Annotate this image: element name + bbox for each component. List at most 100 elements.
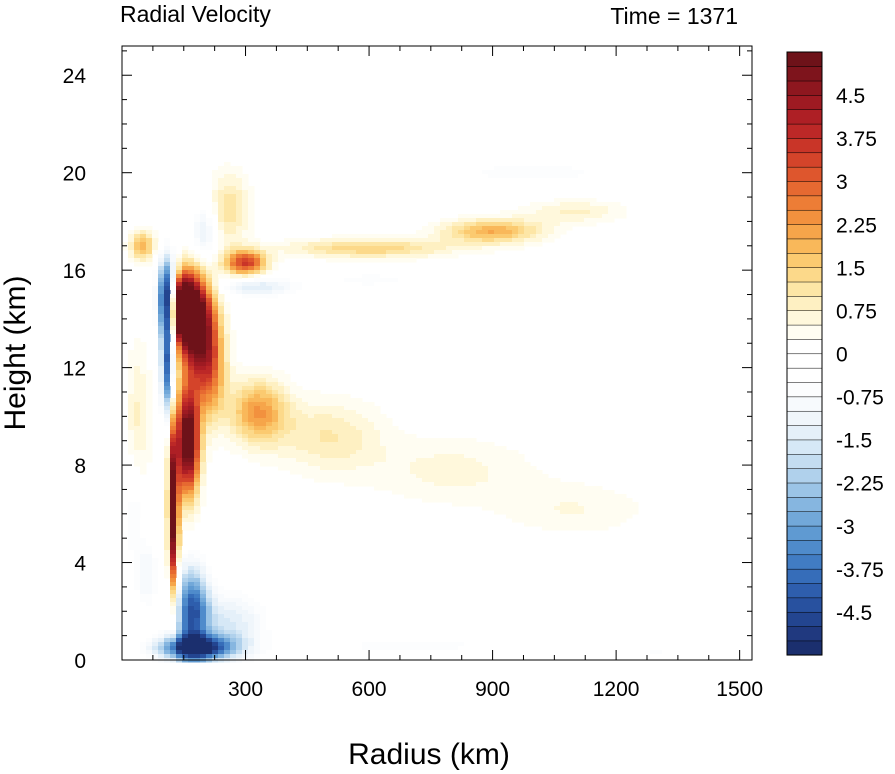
field-cell: [176, 602, 183, 607]
field-cell: [254, 450, 261, 455]
field-cell: [200, 490, 207, 495]
colorbar-label: -3.75: [836, 559, 884, 582]
field-cell: [134, 342, 141, 347]
field-cell: [152, 234, 159, 239]
field-cell: [176, 418, 183, 423]
field-cell: [536, 230, 543, 235]
colorbar-swatch: [786, 525, 823, 541]
field-cell: [488, 450, 495, 455]
field-cell: [164, 474, 171, 479]
field-cell: [356, 406, 363, 411]
field-cell: [128, 542, 135, 547]
field-cell: [512, 162, 519, 167]
field-cell: [584, 206, 591, 211]
field-cell: [188, 438, 195, 443]
field-cell: [170, 370, 177, 375]
field-cell: [464, 238, 471, 243]
field-cell: [464, 494, 471, 499]
field-cell: [194, 378, 201, 383]
field-cell: [182, 438, 189, 443]
field-cell: [134, 366, 141, 371]
field-cell: [470, 238, 477, 243]
field-cell: [422, 482, 429, 487]
field-cell: [224, 282, 231, 287]
field-cell: [554, 198, 561, 203]
field-cell: [248, 246, 255, 251]
field-cell: [182, 370, 189, 375]
field-cell: [140, 390, 147, 395]
field-cell: [176, 634, 183, 639]
field-cell: [158, 246, 165, 251]
field-cell: [164, 330, 171, 335]
field-cell: [254, 294, 261, 299]
field-cell: [194, 282, 201, 287]
field-cell: [248, 638, 255, 643]
field-cell: [290, 282, 297, 287]
field-cell: [314, 274, 321, 279]
field-cell: [410, 450, 417, 455]
field-cell: [248, 410, 255, 415]
field-cell: [230, 226, 237, 231]
field-cell: [182, 506, 189, 511]
field-cell: [224, 646, 231, 651]
field-cell: [200, 614, 207, 619]
field-cell: [200, 650, 207, 655]
field-cell: [632, 510, 639, 515]
field-cell: [440, 650, 447, 655]
field-cell: [212, 402, 219, 407]
field-cell: [284, 426, 291, 431]
field-cell: [224, 378, 231, 383]
field-cell: [182, 246, 189, 251]
field-cell: [218, 582, 225, 587]
field-cell: [188, 278, 195, 283]
field-cell: [488, 442, 495, 447]
field-cell: [218, 318, 225, 323]
field-cell: [566, 494, 573, 499]
field-cell: [506, 210, 513, 215]
colorbar-swatch: [786, 396, 823, 412]
field-cell: [176, 454, 183, 459]
field-cell: [290, 402, 297, 407]
field-cell: [494, 486, 501, 491]
field-cell: [572, 526, 579, 531]
field-cell: [266, 250, 273, 255]
field-cell: [398, 490, 405, 495]
field-cell: [200, 402, 207, 407]
field-cell: [410, 642, 417, 647]
field-cell: [236, 254, 243, 259]
field-cell: [386, 642, 393, 647]
field-cell: [248, 586, 255, 591]
field-cell: [530, 470, 537, 475]
field-cell: [356, 402, 363, 407]
field-cell: [302, 238, 309, 243]
field-cell: [260, 450, 267, 455]
field-cell: [230, 178, 237, 183]
field-cell: [584, 178, 591, 183]
field-cell: [272, 606, 279, 611]
field-cell: [164, 650, 171, 655]
field-cell: [308, 250, 315, 255]
field-cell: [134, 350, 141, 355]
field-cell: [488, 642, 495, 647]
field-cell: [212, 314, 219, 319]
field-cell: [194, 330, 201, 335]
field-cell: [626, 514, 633, 519]
field-cell: [200, 354, 207, 359]
field-cell: [368, 246, 375, 251]
field-cell: [416, 478, 423, 483]
field-cell: [206, 426, 213, 431]
field-cell: [296, 434, 303, 439]
field-cell: [374, 446, 381, 451]
field-cell: [218, 598, 225, 603]
field-cell: [476, 454, 483, 459]
field-cell: [206, 606, 213, 611]
field-cell: [254, 374, 261, 379]
field-cell: [500, 230, 507, 235]
field-cell: [356, 466, 363, 471]
field-cell: [578, 198, 585, 203]
field-cell: [536, 478, 543, 483]
field-cell: [218, 430, 225, 435]
field-cell: [206, 418, 213, 423]
field-cell: [506, 458, 513, 463]
field-cell: [278, 402, 285, 407]
